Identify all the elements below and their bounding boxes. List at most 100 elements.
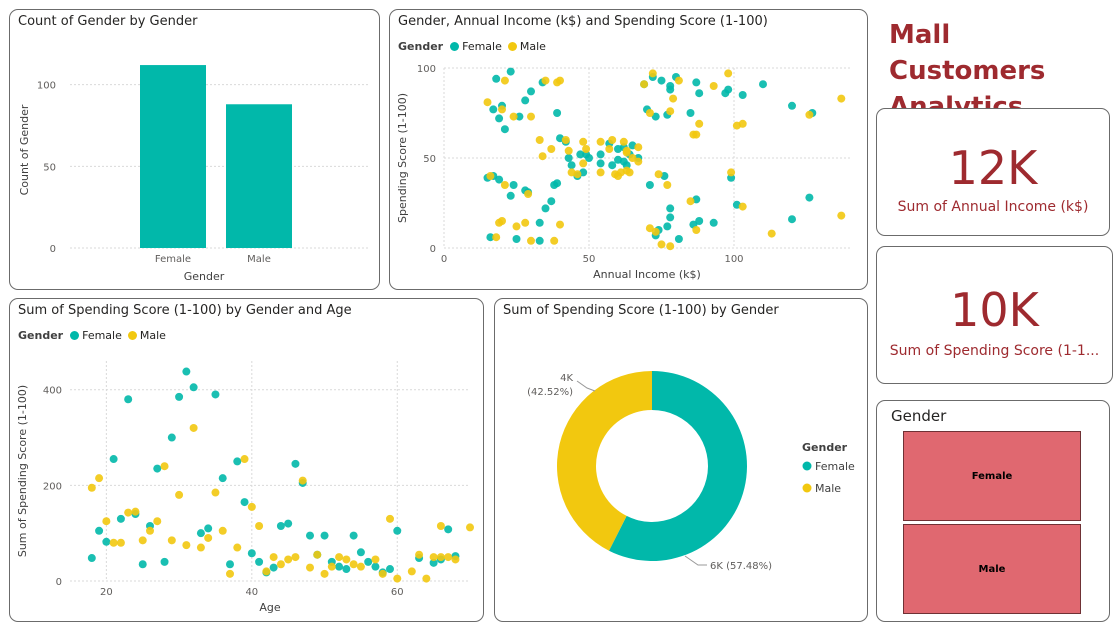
y-tick-label: 0 <box>430 244 436 255</box>
point-female <box>506 67 515 76</box>
point-male <box>727 168 736 177</box>
legend-female-dot <box>450 42 460 51</box>
kpi-spending-score-label: Sum of Spending Score (1-1... <box>889 343 1100 359</box>
point-female <box>218 474 227 483</box>
legend-female-label[interactable]: Female <box>82 329 122 342</box>
point-male <box>298 476 307 485</box>
x-tick-label: Female <box>155 254 191 265</box>
point-female <box>692 78 701 87</box>
point-male <box>521 218 530 227</box>
x-tick-label: 50 <box>583 254 596 265</box>
point-male <box>486 172 495 180</box>
point-male <box>492 233 501 242</box>
point-male <box>204 533 213 542</box>
point-female <box>724 85 733 94</box>
point-male <box>535 136 544 144</box>
data-label-male-percent: (42.52%) <box>527 387 573 398</box>
point-female <box>788 101 796 110</box>
point-male <box>837 211 846 220</box>
x-axis-title: Age <box>259 601 281 614</box>
point-male <box>738 202 747 211</box>
point-male <box>579 137 588 146</box>
point-female <box>509 181 518 189</box>
point-male <box>738 119 747 128</box>
point-female <box>429 558 438 567</box>
point-female <box>506 191 515 200</box>
point-female <box>495 114 504 123</box>
point-female <box>204 524 213 533</box>
point-male <box>527 112 535 121</box>
kpi-spending-score-card[interactable]: 10K Sum of Spending Score (1-1... <box>876 246 1113 384</box>
point-male <box>645 224 654 233</box>
point-female <box>576 150 585 159</box>
point-female <box>666 85 675 94</box>
legend-male-dot <box>127 331 137 340</box>
point-male <box>124 508 133 517</box>
point-female <box>553 179 562 188</box>
point-female <box>515 112 524 121</box>
point-female <box>444 525 453 534</box>
point-male <box>582 145 591 153</box>
point-female <box>393 526 402 535</box>
point-female <box>674 235 683 243</box>
point-female <box>492 74 501 83</box>
point-female <box>489 105 498 114</box>
point-male <box>255 522 264 530</box>
point-male <box>625 168 634 177</box>
y-tick-label: 50 <box>43 162 56 173</box>
spending-by-gender-card[interactable]: Sum of Spending Score (1-100) by Gender … <box>494 298 868 622</box>
point-female <box>666 213 675 222</box>
data-label-male: 4K <box>560 373 573 384</box>
point-male <box>146 526 154 535</box>
income-spending-card[interactable]: Gender, Annual Income (k$) and Spending … <box>389 9 868 290</box>
kpi-annual-income-card[interactable]: 12K Sum of Annual Income (k$) <box>876 108 1110 236</box>
x-tick-label: 0 <box>441 254 447 265</box>
point-male <box>167 536 176 545</box>
point-male <box>284 555 293 564</box>
point-male <box>160 462 169 471</box>
point-male <box>247 502 256 511</box>
count-by-gender-card[interactable]: Count of Gender by Gender 0 50 100 Female Ma… <box>9 9 380 290</box>
point-female <box>596 150 605 159</box>
point-male <box>541 76 550 85</box>
point-male <box>596 168 605 177</box>
point-male <box>654 170 663 179</box>
y-tick-label: 200 <box>43 481 62 492</box>
gender-slicer-title: Gender <box>891 407 947 425</box>
point-female <box>371 562 380 571</box>
spending-by-age-card[interactable]: Sum of Spending Score (1-100) by Gender … <box>9 298 484 622</box>
point-male <box>561 136 570 144</box>
point-female <box>486 233 495 242</box>
point-female <box>695 89 704 98</box>
point-male <box>349 560 358 569</box>
legend-male-label[interactable]: Male <box>519 40 546 53</box>
legend-female-label[interactable]: Female <box>462 40 502 53</box>
point-female <box>226 560 234 569</box>
point-female <box>564 154 573 162</box>
point-female <box>651 112 660 121</box>
slicer-option-female[interactable]: Female <box>903 431 1081 521</box>
point-male <box>451 555 460 564</box>
donut-slice-male <box>557 371 652 551</box>
point-male <box>538 152 547 161</box>
point-male <box>634 143 643 152</box>
point-male <box>87 483 96 492</box>
point-female <box>153 464 162 473</box>
point-male <box>109 538 118 547</box>
slicer-option-male[interactable]: Male <box>903 524 1081 614</box>
spending-by-age-legend: Gender Female Male <box>18 329 170 342</box>
point-male <box>509 112 518 121</box>
point-male <box>567 168 576 177</box>
legend-male-label[interactable]: Male <box>139 329 166 342</box>
point-male <box>240 455 249 464</box>
point-female <box>342 565 351 574</box>
income-spending-chart: 0 50 100 0 50 100 Annual Income (k$) Spending S… <box>396 64 850 281</box>
point-female <box>596 159 605 168</box>
point-male <box>628 154 637 162</box>
point-male <box>724 69 733 78</box>
point-male <box>211 488 220 497</box>
y-tick-label: 400 <box>43 386 62 397</box>
point-male <box>619 137 628 146</box>
point-female <box>306 531 314 540</box>
point-female <box>585 154 593 162</box>
